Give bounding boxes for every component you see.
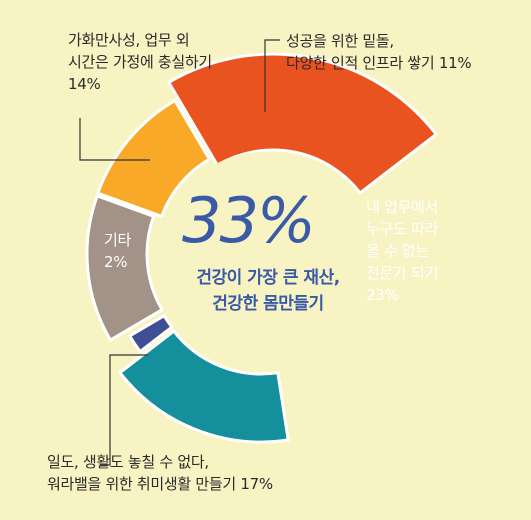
label-hobby-line1: 일도, 생활도 놓칠 수 없다, (47, 453, 209, 471)
center-caption: 건강이 가장 큰 재산, 건강한 몸만들기 (163, 265, 373, 317)
leader-foundation (264, 39, 280, 112)
slice-expert (167, 52, 438, 195)
center-percentage: 33% (182, 184, 316, 257)
label-other: 기타 2% (104, 229, 131, 273)
label-expert-line4: 전문가 되기 (366, 264, 438, 282)
label-expert-line1: 내 업무에서 (366, 198, 438, 216)
label-other-line2: 2% (104, 253, 128, 271)
leader-hobby (100, 354, 148, 466)
slice-family (85, 194, 164, 342)
label-family-line3: 14% (68, 75, 101, 93)
center-caption-line1: 건강이 가장 큰 재산, (196, 268, 340, 288)
slice-health (157, 152, 373, 368)
leader-family (79, 118, 150, 161)
label-foundation: 성공을 위한 밑돌, 다양한 인적 인프라 쌓기 11% (286, 30, 472, 74)
label-family: 가화만사성, 업무 외 시간은 가정에 충실하기 14% (68, 29, 212, 95)
label-family-line1: 가화만사성, 업무 외 (68, 31, 190, 49)
slice-other (128, 314, 174, 354)
label-foundation-line2: 다양한 인적 인프라 쌓기 11% (286, 54, 472, 72)
label-expert-line2: 누구도 따라 (366, 220, 438, 238)
label-foundation-line1: 성공을 위한 밑돌, (286, 32, 394, 50)
label-hobby: 일도, 생활도 놓칠 수 없다, 워라밸을 위한 취미생활 만들기 17% (47, 451, 273, 495)
label-hobby-line2: 워라밸을 위한 취미생활 만들기 17% (47, 475, 273, 493)
slice-hobby (118, 329, 290, 444)
label-expert-line5: 23% (366, 286, 399, 304)
label-other-line1: 기타 (104, 231, 132, 249)
center-caption-line2: 건강한 몸만들기 (212, 294, 324, 314)
slice-foundation (96, 98, 211, 218)
label-expert: 내 업무에서 누구도 따라 올 수 없는 전문가 되기 23% (366, 196, 438, 306)
label-expert-line3: 올 수 없는 (366, 242, 429, 260)
label-family-line2: 시간은 가정에 충실하기 (68, 53, 212, 71)
